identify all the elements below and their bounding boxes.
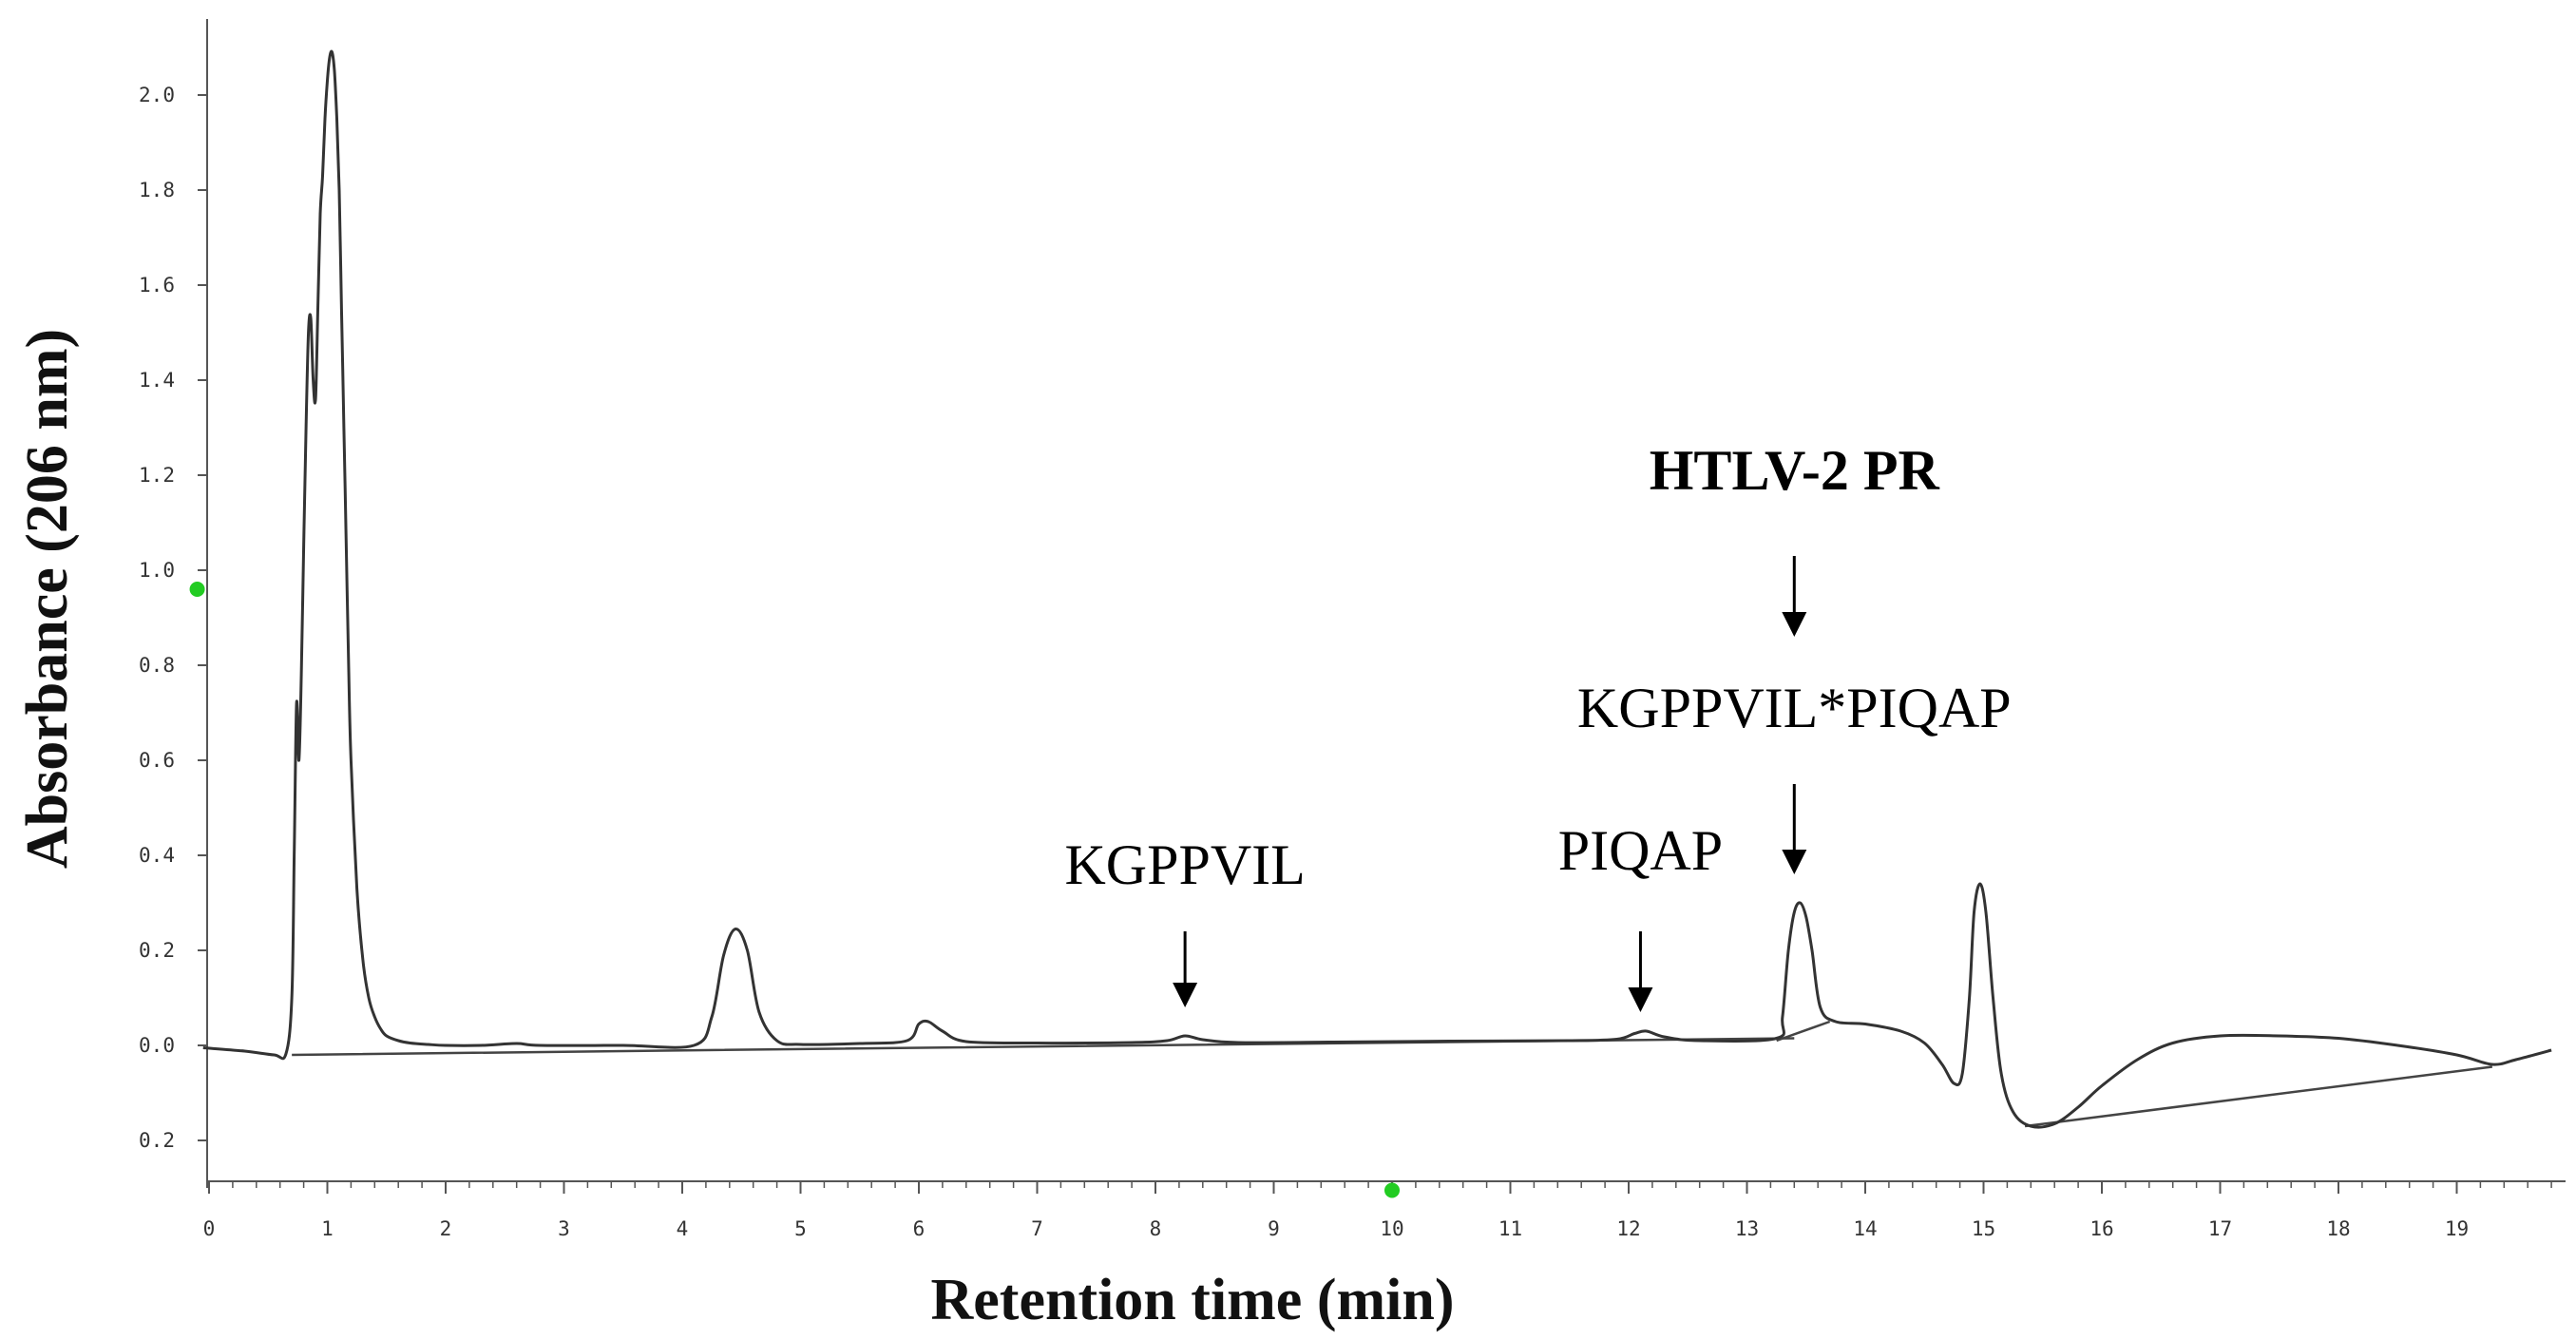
x-tick-label: 7 <box>1031 1217 1043 1240</box>
y-tick-label: 0.8 <box>139 654 175 677</box>
y-tick-label: 1.0 <box>139 559 175 582</box>
x-tick-label: 6 <box>913 1217 925 1240</box>
y-tick-label: 1.2 <box>139 464 175 487</box>
x-tick-label: 16 <box>2089 1217 2113 1240</box>
y-tick-label: 0.4 <box>139 844 175 867</box>
annotation-label: KGPPVIL <box>1064 833 1305 896</box>
y-tick-label: 2.0 <box>139 84 175 106</box>
peak-annotations: KGPPVIL PIQAP KGPPVIL*PIQAP HTLV-2 PR <box>1064 439 2012 1012</box>
x-tick-label: 14 <box>1853 1217 1877 1240</box>
x-tick-label: 9 <box>1268 1217 1280 1240</box>
y-tick-label: 0.6 <box>139 749 175 772</box>
x-tick-label: 0 <box>203 1217 216 1240</box>
x-tick-label: 3 <box>558 1217 570 1240</box>
x-tick-label: 2 <box>440 1217 452 1240</box>
x-tick-label: 10 <box>1380 1217 1403 1240</box>
x-tick-label: 11 <box>1498 1217 1522 1240</box>
y-tick-label: 1.4 <box>139 369 175 392</box>
annotation-arrow-head <box>1782 850 1807 874</box>
x-tick-label: 17 <box>2208 1217 2232 1240</box>
x-tick-label: 1 <box>321 1217 334 1240</box>
annotation-arrow-head <box>1628 987 1653 1012</box>
x-axis: 0 1 2 3 4 5 6 7 8 9 10 11 12 13 14 15 16 17 18 19 <box>203 1180 2566 1240</box>
green-markers <box>189 582 1400 1198</box>
x-tick-label: 18 <box>2326 1217 2350 1240</box>
integration-baselines <box>292 1020 2493 1128</box>
x-tick-label: 15 <box>1972 1217 1995 1240</box>
x-axis-title: Retention time (min) <box>931 1268 1455 1332</box>
annotation-label: HTLV-2 PR <box>1650 439 1940 502</box>
annotation-label: PIQAP <box>1558 819 1723 882</box>
y-axis-title: Absorbance (206 nm) <box>15 329 80 869</box>
chromatogram-trace <box>202 49 2552 1129</box>
y-tick-label: 1.8 <box>139 179 175 201</box>
annotation-label: KGPPVIL*PIQAP <box>1577 677 2012 739</box>
y-ticks: 0.2 0.0 0.2 0.4 0.6 0.8 1.0 1.2 1.4 1.6 1.8 2.0 <box>139 84 207 1152</box>
y-tick-label: 0.2 <box>139 939 175 962</box>
annotation-arrow-head <box>1782 612 1807 637</box>
y-tick-label: 0.0 <box>139 1034 175 1057</box>
x-tick-label: 13 <box>1735 1217 1759 1240</box>
x-tick-label: 8 <box>1150 1217 1162 1240</box>
green-marker <box>1384 1182 1400 1198</box>
baseline-segment <box>1776 1020 1831 1043</box>
x-tick-label: 12 <box>1616 1217 1640 1240</box>
x-ticks: 0 1 2 3 4 5 6 7 8 9 10 11 12 13 14 15 16 17 18 19 <box>203 1181 2552 1240</box>
y-tick-label: 1.6 <box>139 274 175 297</box>
x-tick-label: 4 <box>677 1217 689 1240</box>
annotation-arrow-head <box>1173 983 1198 1007</box>
green-marker <box>189 582 205 597</box>
y-tick-label: 0.2 <box>139 1129 175 1152</box>
y-axis: 0.2 0.0 0.2 0.4 0.6 0.8 1.0 1.2 1.4 1.6 1.8 2.0 <box>139 19 208 1188</box>
baseline-segment <box>2024 1065 2493 1128</box>
x-tick-label: 19 <box>2445 1217 2469 1240</box>
x-tick-label: 5 <box>794 1217 807 1240</box>
